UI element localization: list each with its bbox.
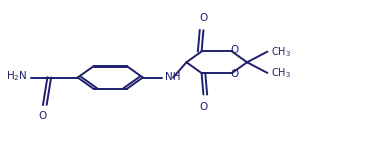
Text: O: O — [38, 111, 46, 121]
Text: CH$_3$: CH$_3$ — [271, 66, 291, 80]
Text: O: O — [231, 69, 239, 79]
Text: CH$_3$: CH$_3$ — [271, 45, 291, 59]
Text: NH: NH — [165, 73, 180, 82]
Text: O: O — [199, 102, 208, 112]
Text: H$_2$N: H$_2$N — [6, 69, 28, 83]
Text: O: O — [231, 45, 239, 55]
Text: O: O — [199, 13, 208, 22]
